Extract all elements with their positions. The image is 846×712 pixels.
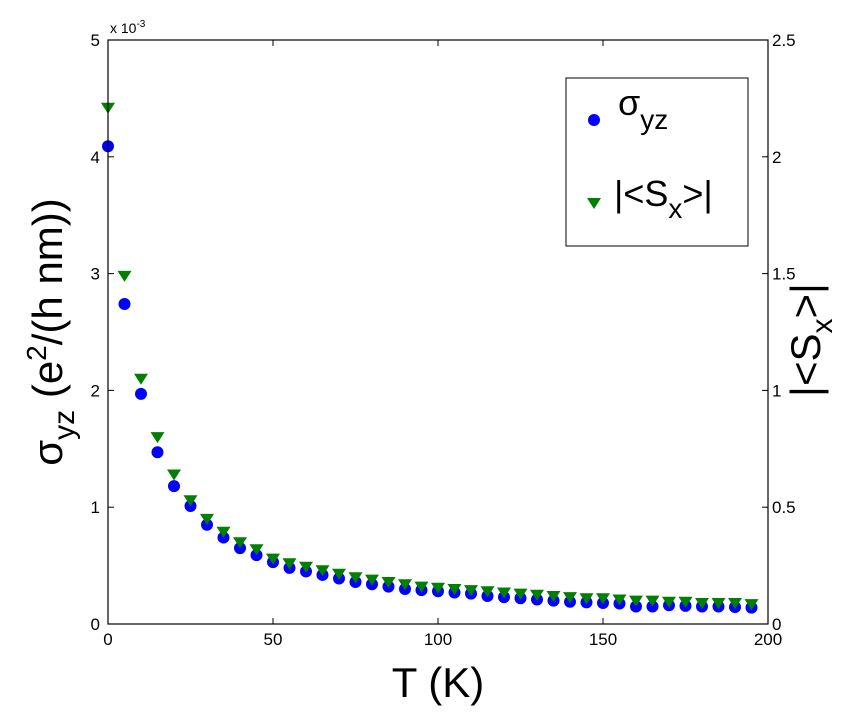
sx-point: [596, 593, 610, 605]
legend-box: [565, 77, 749, 247]
sx-point: [332, 568, 346, 580]
sx-point: [150, 432, 165, 444]
x-tick-label: 150: [589, 630, 617, 649]
right-y-tick-label: 2: [772, 148, 781, 167]
legend: σyz |<Sx>|: [565, 77, 749, 247]
left-y-tick-label: 1: [91, 498, 100, 517]
sx-point: [216, 526, 231, 538]
left-y-tick-label: 2: [91, 381, 100, 400]
data-marks: [101, 102, 759, 614]
sx-point: [744, 599, 759, 611]
sx-point: [134, 373, 148, 385]
sx-point: [233, 537, 247, 549]
right-y-tick-label: 1: [772, 381, 781, 400]
sx-point: [398, 579, 412, 591]
sx-point: [695, 597, 709, 609]
sx-point: [728, 597, 742, 609]
x-axis-label: T (K): [392, 659, 485, 706]
left-y-tick-label: 5: [91, 31, 100, 50]
right-y-tick-label: 2.5: [772, 31, 796, 50]
legend-marker-sx: [587, 198, 601, 209]
sx-point: [629, 595, 643, 607]
sx-point: [530, 589, 544, 601]
sx-point: [711, 597, 726, 609]
left-y-tick-label: 4: [91, 148, 100, 167]
sx-point: [299, 561, 313, 573]
sx-point: [645, 595, 660, 607]
sx-point: [612, 594, 627, 606]
sx-point: [249, 544, 264, 556]
sx-point: [381, 576, 396, 588]
x-tick-label: 100: [424, 630, 452, 649]
sx-point: [117, 270, 132, 282]
legend-label-sigma: σyz: [618, 82, 668, 135]
sx-point: [266, 553, 280, 565]
sx-point: [480, 586, 495, 598]
sx-point: [414, 581, 429, 593]
right-y-axis-label: |<Sx>|: [782, 283, 839, 397]
legend-label-sx: |<Sx>|: [614, 173, 713, 224]
right-y-tick-label: 0.5: [772, 498, 796, 517]
sx-point: [579, 593, 594, 605]
sx-point: [662, 596, 676, 608]
left-y-tick-label: 0: [91, 615, 100, 634]
sx-point: [348, 572, 363, 584]
sx-point: [200, 513, 214, 525]
sx-point: [678, 596, 693, 608]
sx-point: [497, 587, 511, 599]
left-axis-exponent: x 10-3: [110, 19, 146, 36]
x-tick-label: 50: [264, 630, 283, 649]
sx-point: [282, 558, 297, 570]
sx-point: [563, 592, 577, 604]
left-y-tick-label: 3: [91, 265, 100, 284]
sx-point: [546, 590, 561, 602]
sigma-point: [118, 297, 131, 310]
sx-point: [447, 583, 462, 595]
legend-marker-sigma: [588, 114, 600, 126]
sigma-point: [135, 387, 147, 400]
sx-point: [315, 565, 330, 577]
sigma-point: [151, 446, 164, 459]
right-y-tick-label: 0: [772, 615, 781, 634]
sx-point: [167, 469, 181, 481]
left-y-axis-label: σyz (e2/(h nm)): [21, 198, 81, 466]
sigma-point: [168, 480, 180, 493]
x-tick-label: 0: [103, 630, 112, 649]
sx-point: [431, 582, 445, 594]
sx-point: [365, 574, 379, 586]
sx-point: [464, 585, 478, 597]
sx-point: [513, 588, 528, 600]
sx-point: [183, 495, 198, 507]
x-tick-label: 200: [754, 630, 782, 649]
right-y-tick-label: 1.5: [772, 265, 796, 284]
